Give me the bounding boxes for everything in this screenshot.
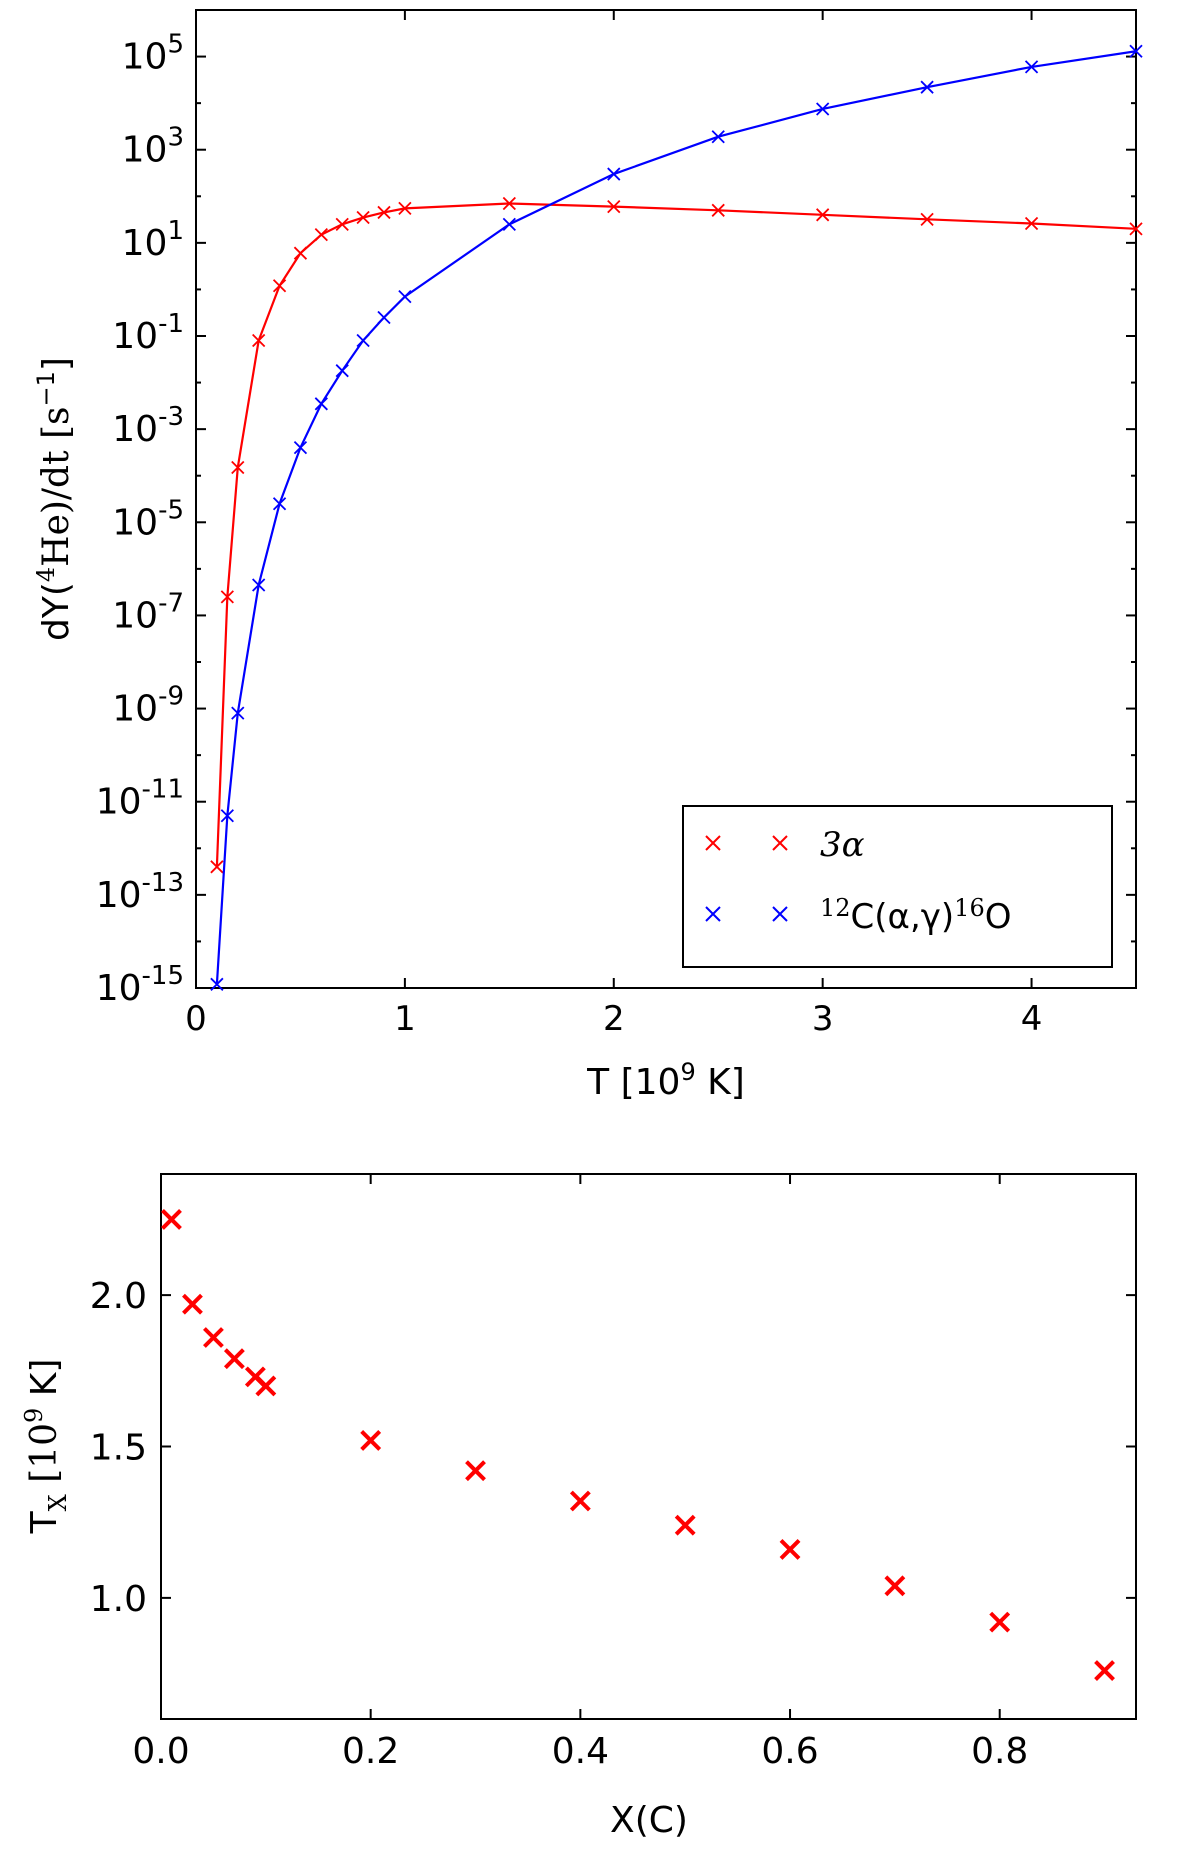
series-c12-point [816, 102, 830, 116]
rate-y-label: dY(4He)/dt [s−1] [32, 357, 77, 641]
rate-ticks: 0 1 2 3 4 105 103 101 10-1 10-3 10-5 10-7 10-9 10-11 1… [96, 9, 1136, 1039]
tx-x-label: X(C) [610, 1800, 688, 1841]
tx-series [161, 1209, 1115, 1681]
series-c12-point [356, 333, 370, 348]
series-c12-point [231, 706, 245, 720]
legend-box [682, 805, 1113, 968]
series-3alpha-point [335, 217, 349, 231]
series-c12-line [215, 50, 1136, 985]
tx-point [255, 1375, 277, 1397]
rate-y-tick-label: 10-13 [96, 868, 184, 916]
series-c12-point [607, 167, 621, 181]
tx-y-tick-label: 2.0 [90, 1276, 147, 1317]
series-3alpha-point [607, 199, 621, 214]
series-3alpha-point [816, 208, 830, 222]
series-3alpha-point [231, 460, 245, 475]
series-c12-point [335, 364, 349, 378]
tx-x-tick-label: 0.2 [342, 1731, 399, 1772]
tx-y-tick-label: 1.5 [90, 1428, 147, 1469]
legend-3alpha-marker [705, 835, 788, 851]
series-c12-point [398, 290, 412, 304]
series-c12-point [920, 80, 934, 94]
rate-y-tick-label: 10-1 [112, 309, 184, 357]
tx-x-tick-label: 0.6 [761, 1731, 818, 1772]
rate-y-tick-label: 10-7 [112, 588, 184, 636]
series-c12-point [293, 441, 308, 455]
tx-point [674, 1514, 696, 1536]
series-c12-point [210, 977, 224, 991]
series-c12-point [502, 217, 516, 231]
tx-chart: 0.0 0.2 0.4 0.6 0.8 1.0 1.5 2.0 TX [109 K] X(C) [20, 1173, 1137, 1841]
tx-point [779, 1539, 801, 1560]
rate-x-tick-label: 0 [185, 999, 207, 1039]
series-3alpha-point [377, 205, 391, 220]
series-c12-point [314, 397, 328, 411]
rate-x-tick-label: 3 [812, 999, 834, 1039]
series-3alpha-point [220, 590, 234, 604]
tx-y-label: TX [109 K] [20, 1359, 72, 1535]
rate-series [210, 44, 1143, 991]
series-c12-point [220, 809, 234, 823]
rate-y-tick-label: 10-15 [96, 961, 184, 1009]
series-3alpha-point [1129, 222, 1143, 236]
tx-point [1094, 1660, 1115, 1681]
series-c12-point [1024, 60, 1039, 74]
tx-point [360, 1430, 382, 1451]
series-3alpha-point [1024, 216, 1039, 231]
rate-y-tick-label: 105 [122, 30, 184, 78]
series-3alpha-point [920, 212, 934, 226]
rate-y-tick-label: 10-9 [112, 682, 184, 730]
legend-3alpha-label: 3α [820, 825, 865, 865]
rate-y-tick-label: 10-3 [112, 402, 184, 450]
tx-point [223, 1348, 245, 1370]
tx-point [884, 1575, 906, 1597]
tx-x-tick-label: 0.4 [552, 1731, 609, 1772]
series-3alpha-point [293, 246, 308, 260]
tx-point [161, 1209, 182, 1230]
legend-c12-marker [705, 906, 788, 922]
series-3alpha-point [210, 860, 224, 874]
series-c12-point [711, 130, 725, 144]
tx-point [569, 1490, 591, 1512]
rate-x-tick-label: 2 [603, 999, 625, 1039]
rate-x-label: T [109 K] [586, 1058, 745, 1103]
series-3alpha-point [356, 210, 370, 225]
rate-y-tick-label: 103 [122, 123, 184, 171]
rate-y-tick-label: 10-5 [112, 495, 184, 543]
tx-ticks: 0.0 0.2 0.4 0.6 0.8 1.0 1.5 2.0 [90, 1174, 1136, 1772]
rate-y-tick-label: 101 [122, 216, 184, 264]
tx-point [182, 1293, 203, 1315]
series-3alpha-point [272, 279, 287, 293]
series-3alpha-point [711, 203, 725, 217]
series-3alpha-point [252, 333, 266, 348]
tx-x-tick-label: 0.0 [132, 1731, 189, 1772]
series-c12-point [272, 497, 287, 511]
series-c12-point [377, 310, 391, 325]
tx-y-tick-label: 1.0 [90, 1579, 147, 1620]
tx-point [203, 1327, 224, 1348]
rate-x-tick-label: 4 [1021, 999, 1043, 1039]
series-c12-point [252, 578, 266, 592]
rate-chart: 0 1 2 3 4 105 103 101 10-1 10-3 10-5 10-7 10-9 10-11 1… [32, 9, 1143, 1103]
legend-c12-label: 12C(α,γ)16O [820, 894, 1011, 937]
tx-plot-frame [160, 1173, 1137, 1720]
series-c12-point [1129, 44, 1143, 58]
series-3alpha-point [398, 201, 412, 216]
rate-legend: 3α 12C(α,γ)16O [682, 805, 1113, 968]
series-3alpha-line [215, 202, 1136, 867]
tx-point [989, 1611, 1011, 1633]
tx-x-tick-label: 0.8 [971, 1731, 1028, 1772]
tx-point [465, 1460, 486, 1482]
series-3alpha-point [314, 228, 328, 242]
rate-y-tick-label: 10-11 [96, 775, 184, 823]
series-3alpha-point [502, 196, 516, 211]
rate-x-tick-label: 1 [394, 999, 416, 1039]
